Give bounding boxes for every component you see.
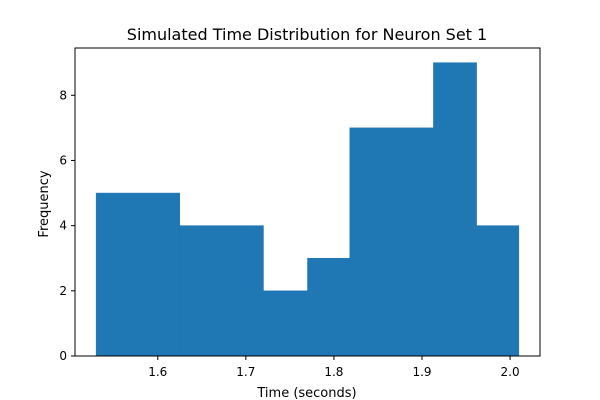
x-axis-label: Time (seconds) bbox=[256, 386, 356, 400]
plot-frame bbox=[74, 47, 541, 357]
bars-group bbox=[95, 62, 520, 357]
x-tick-label: 1.6 bbox=[148, 365, 167, 379]
histogram-bar-4 bbox=[307, 257, 351, 357]
x-tick-label: 2.0 bbox=[501, 365, 520, 379]
y-tick-label: 4 bbox=[59, 219, 67, 233]
histogram-bar-1 bbox=[95, 192, 181, 357]
x-tick-label: 1.9 bbox=[412, 365, 431, 379]
y-tick-label: 8 bbox=[59, 88, 67, 102]
histogram-bar-7 bbox=[476, 225, 520, 357]
ticks-group: 1.6 1.7 1.8 1.9 2.0 0 2 4 6 8 bbox=[59, 88, 519, 379]
y-tick-label: 0 bbox=[59, 349, 67, 363]
histogram-bar-6 bbox=[433, 62, 477, 357]
histogram-bar-3 bbox=[263, 290, 308, 357]
y-tick-label: 2 bbox=[59, 284, 67, 298]
y-axis-label: Frequency bbox=[37, 170, 52, 237]
x-tick-label: 1.7 bbox=[236, 365, 255, 379]
histogram-bar-2 bbox=[179, 225, 264, 357]
x-tick-label: 1.8 bbox=[324, 365, 343, 379]
y-tick-label: 6 bbox=[59, 153, 67, 167]
histogram-bar-5 bbox=[349, 127, 434, 357]
chart-title: Simulated Time Distribution for Neuron S… bbox=[127, 25, 487, 44]
